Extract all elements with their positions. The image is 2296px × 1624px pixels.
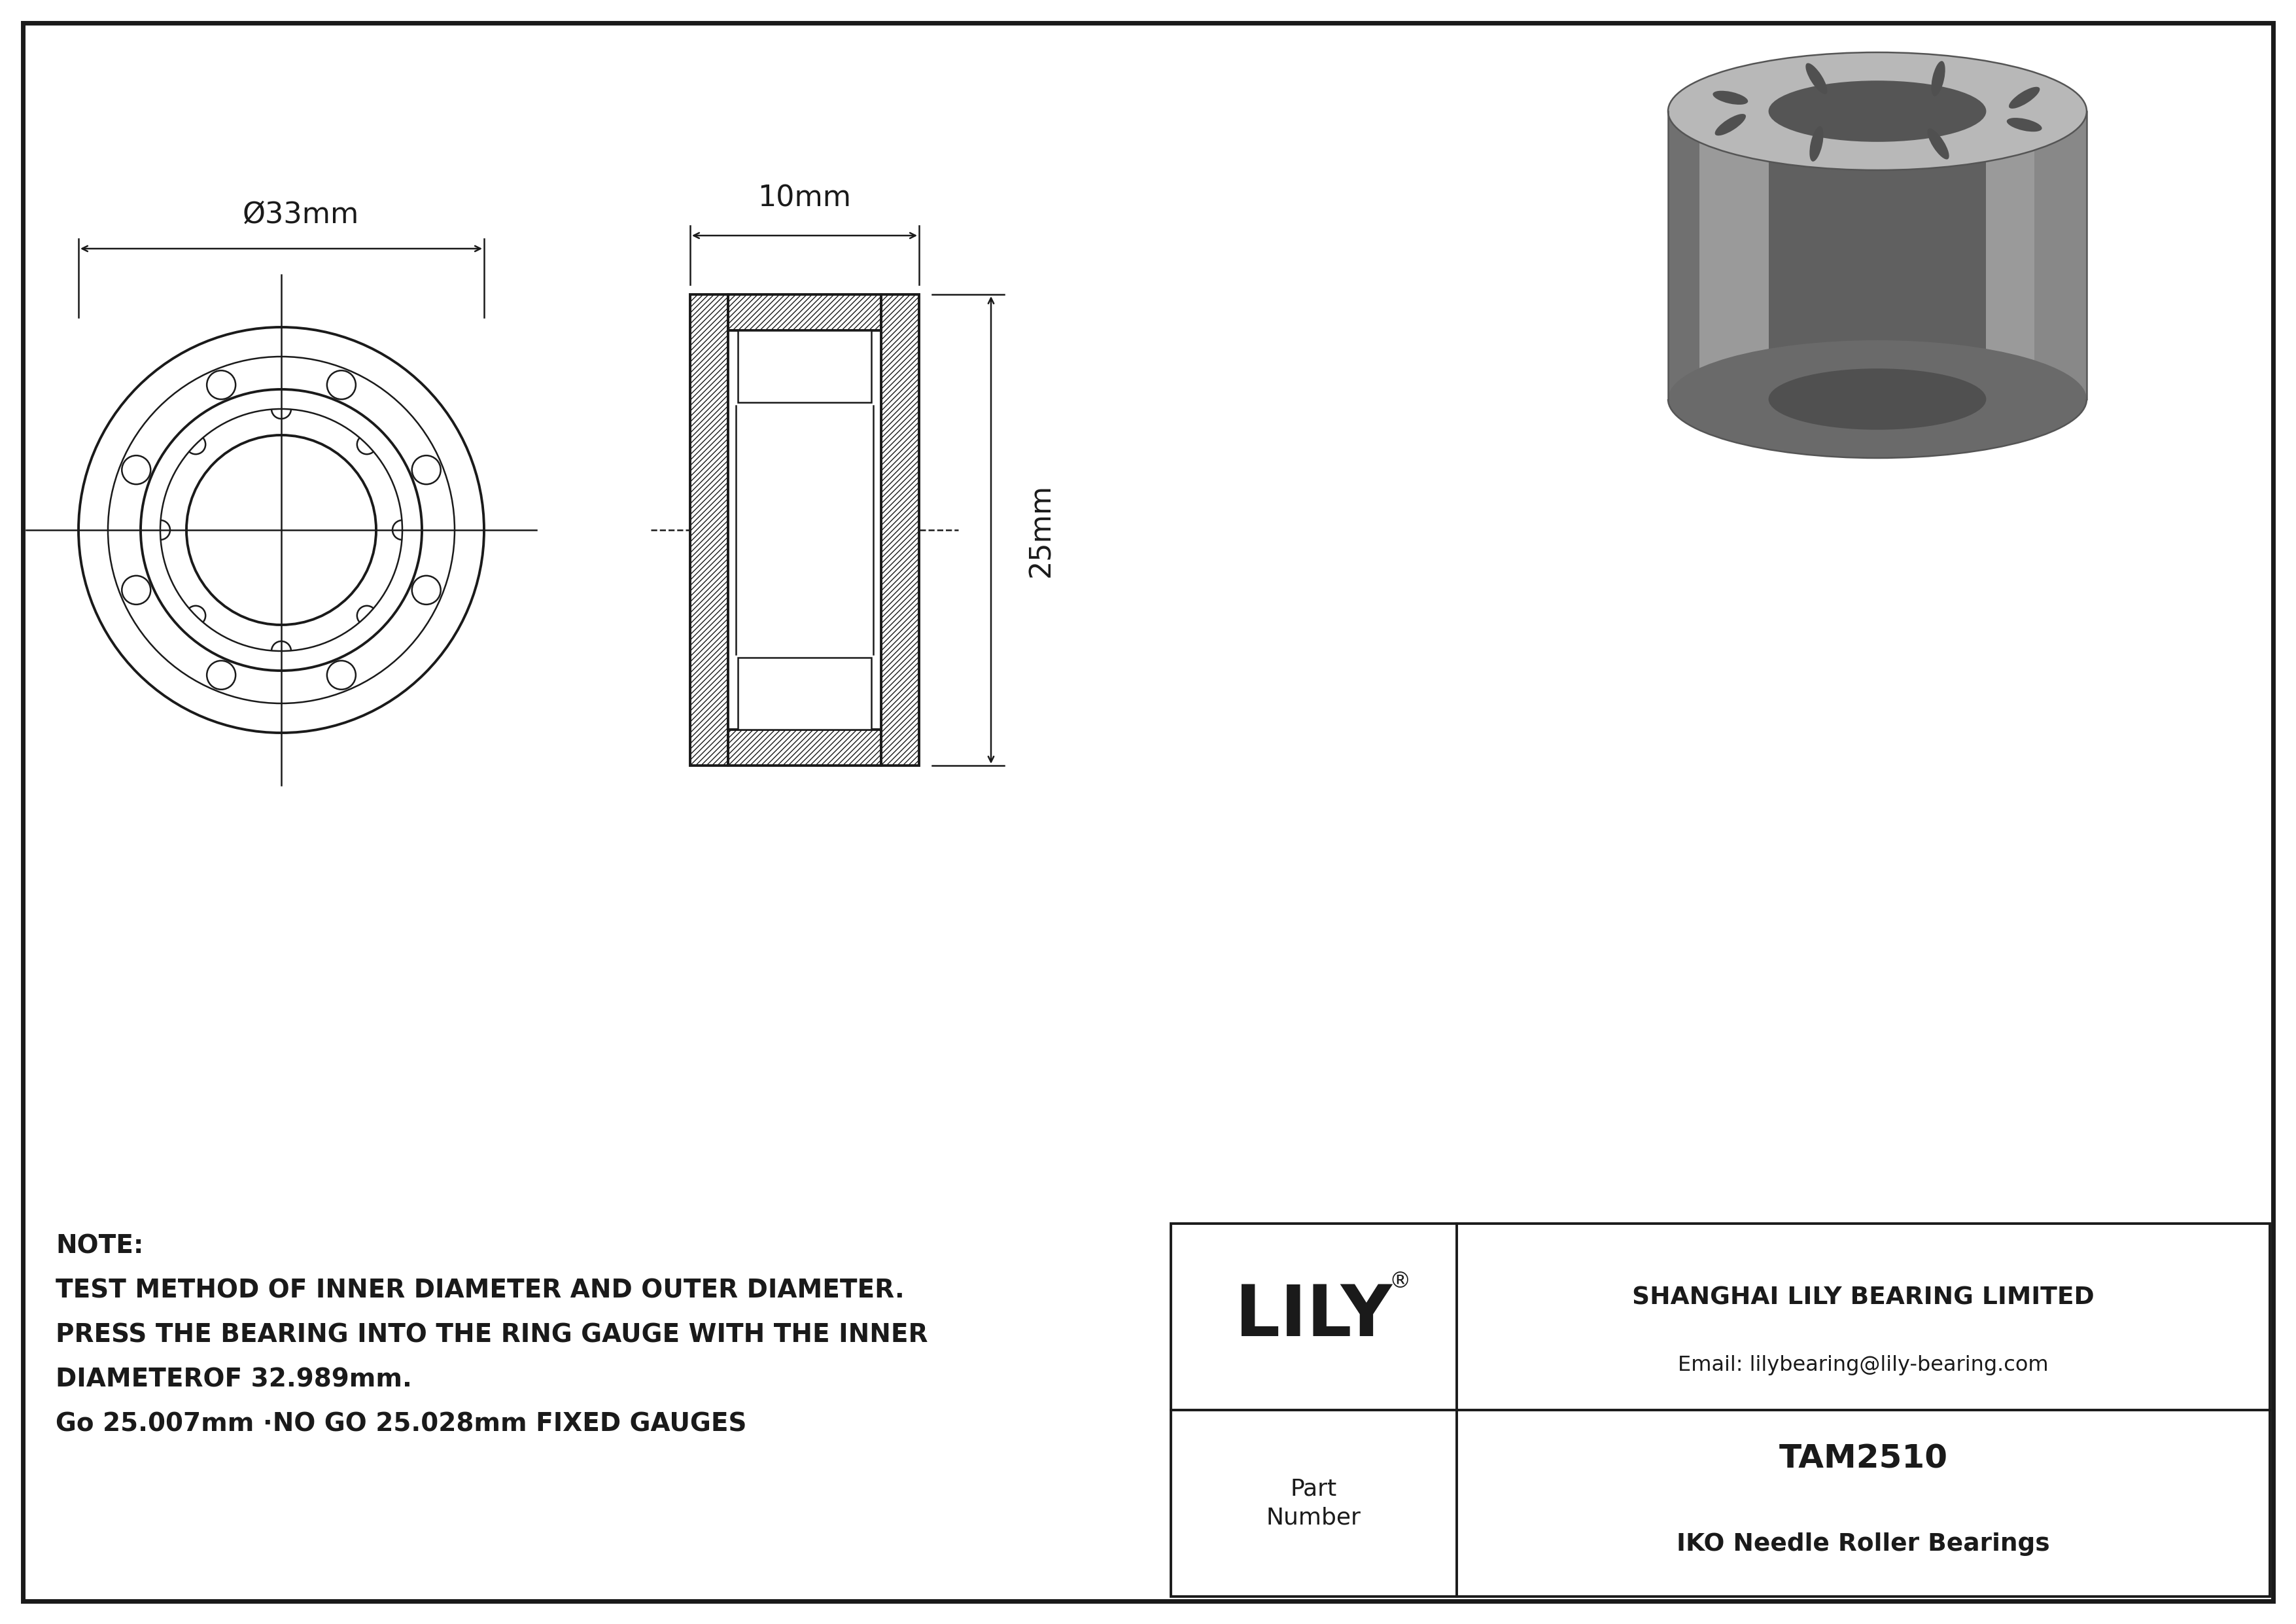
Ellipse shape: [1713, 91, 1747, 104]
Text: 25mm: 25mm: [1026, 484, 1056, 577]
Text: 10mm: 10mm: [758, 185, 852, 213]
Bar: [691, 294, 728, 765]
Text: SHANGHAI LILY BEARING LIMITED: SHANGHAI LILY BEARING LIMITED: [1632, 1286, 2094, 1311]
Ellipse shape: [1715, 114, 1745, 136]
Bar: [728, 294, 882, 330]
Text: TEST METHOD OF INNER DIAMETER AND OUTER DIAMETER.: TEST METHOD OF INNER DIAMETER AND OUTER …: [55, 1278, 905, 1302]
Bar: [737, 658, 870, 729]
Bar: [691, 294, 728, 765]
Bar: [728, 330, 882, 729]
Bar: [882, 294, 918, 765]
Text: DIAMETEROF 32.989mm.: DIAMETEROF 32.989mm.: [55, 1367, 411, 1392]
Text: PRESS THE BEARING INTO THE RING GAUGE WITH THE INNER: PRESS THE BEARING INTO THE RING GAUGE WI…: [55, 1322, 928, 1348]
Text: TAM2510: TAM2510: [1779, 1442, 1947, 1475]
Bar: [882, 294, 918, 765]
Text: Email: lilybearing@lily-bearing.com: Email: lilybearing@lily-bearing.com: [1678, 1354, 2048, 1376]
Ellipse shape: [1667, 52, 2087, 171]
Text: NOTE:: NOTE:: [55, 1233, 145, 1259]
Ellipse shape: [1931, 62, 1945, 96]
Ellipse shape: [1667, 341, 2087, 458]
Bar: [1768, 110, 1986, 400]
Text: Ø33mm: Ø33mm: [243, 201, 358, 229]
Ellipse shape: [1926, 128, 1949, 159]
Ellipse shape: [1809, 127, 1823, 161]
Text: Part
Number: Part Number: [1267, 1478, 1362, 1530]
Ellipse shape: [2009, 86, 2039, 109]
Text: IKO Needle Roller Bearings: IKO Needle Roller Bearings: [1676, 1533, 2050, 1556]
Bar: [1667, 110, 1699, 400]
Ellipse shape: [1805, 63, 1828, 94]
Text: Go 25.007mm ·NO GO 25.028mm FIXED GAUGES: Go 25.007mm ·NO GO 25.028mm FIXED GAUGES: [55, 1411, 746, 1436]
Bar: [728, 294, 882, 330]
Bar: [2034, 110, 2087, 400]
Bar: [1667, 110, 2087, 400]
Ellipse shape: [1768, 369, 1986, 430]
Ellipse shape: [1768, 81, 1986, 141]
Bar: [728, 729, 882, 765]
Bar: [737, 330, 870, 403]
Bar: [1171, 1223, 2271, 1596]
Text: LILY: LILY: [1235, 1281, 1391, 1351]
Ellipse shape: [2007, 119, 2041, 132]
Text: ®: ®: [1389, 1270, 1410, 1293]
Bar: [728, 729, 882, 765]
